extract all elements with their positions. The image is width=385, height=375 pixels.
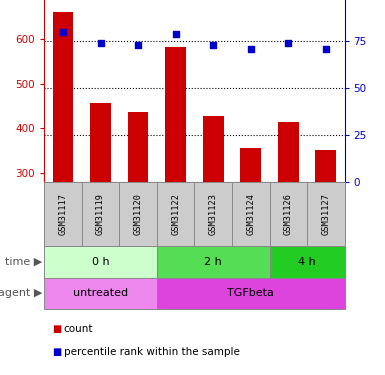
- Bar: [315, 150, 336, 182]
- Point: [60, 29, 66, 35]
- Bar: [232, 182, 270, 246]
- Bar: [165, 47, 186, 182]
- Bar: [119, 182, 157, 246]
- Text: GSM31127: GSM31127: [321, 193, 330, 235]
- Bar: [90, 103, 111, 182]
- Point: [323, 46, 329, 52]
- Bar: [240, 147, 261, 182]
- Bar: [53, 12, 74, 182]
- Bar: [157, 278, 345, 309]
- Text: GSM31119: GSM31119: [96, 193, 105, 235]
- Bar: [157, 182, 194, 246]
- Point: [97, 40, 104, 46]
- Bar: [307, 182, 345, 246]
- Bar: [194, 182, 232, 246]
- Bar: [44, 246, 157, 278]
- Text: agent ▶: agent ▶: [0, 288, 42, 298]
- Text: GSM31120: GSM31120: [134, 193, 142, 235]
- Point: [248, 46, 254, 52]
- Bar: [157, 246, 270, 278]
- Text: count: count: [64, 324, 93, 334]
- Text: GSM31122: GSM31122: [171, 193, 180, 235]
- Bar: [278, 123, 299, 182]
- Bar: [128, 112, 149, 182]
- Text: percentile rank within the sample: percentile rank within the sample: [64, 347, 239, 357]
- Text: 0 h: 0 h: [92, 256, 109, 267]
- Text: GSM31124: GSM31124: [246, 193, 255, 235]
- Bar: [270, 246, 345, 278]
- Text: GSM31117: GSM31117: [59, 193, 67, 235]
- Bar: [44, 278, 157, 309]
- Text: GSM31123: GSM31123: [209, 193, 218, 235]
- Text: untreated: untreated: [73, 288, 128, 298]
- Bar: [270, 182, 307, 246]
- Bar: [82, 182, 119, 246]
- Point: [210, 42, 216, 48]
- Bar: [203, 116, 224, 182]
- Text: ■: ■: [52, 347, 61, 357]
- Bar: [44, 182, 82, 246]
- Point: [135, 42, 141, 48]
- Text: TGFbeta: TGFbeta: [227, 288, 274, 298]
- Point: [172, 31, 179, 37]
- Text: 2 h: 2 h: [204, 256, 222, 267]
- Point: [285, 40, 291, 46]
- Text: GSM31126: GSM31126: [284, 193, 293, 235]
- Text: 4 h: 4 h: [298, 256, 316, 267]
- Text: time ▶: time ▶: [5, 256, 42, 267]
- Text: ■: ■: [52, 324, 61, 334]
